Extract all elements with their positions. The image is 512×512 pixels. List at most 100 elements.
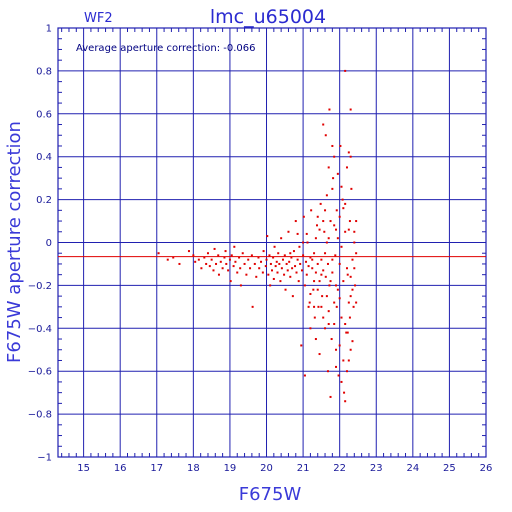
data-point [290,256,293,259]
data-point [260,260,263,263]
x-tick-label: 16 [114,463,127,474]
data-point [166,258,169,261]
data-point [241,252,244,255]
data-point [192,254,195,257]
data-point [335,209,338,212]
data-point [355,301,358,304]
data-point [200,267,203,270]
average-annotation: Average aperture correction: -0.066 [76,43,256,54]
data-point [307,265,310,268]
data-point [344,323,347,326]
data-point [342,207,345,210]
data-point [281,258,284,261]
data-point [229,280,232,283]
data-point [324,252,327,255]
data-point [328,108,331,111]
data-point [296,232,299,235]
data-point [341,198,344,201]
data-point [277,252,280,255]
data-point [317,305,320,308]
data-point [338,297,341,300]
data-point [280,237,283,240]
data-point [247,258,250,261]
y-tick-label: −1 [37,453,52,464]
data-point [223,256,226,259]
data-point [228,258,231,261]
data-point [283,254,286,257]
data-point [288,260,291,263]
data-point [336,172,339,175]
data-point [320,273,323,276]
data-point [345,370,348,373]
data-point [330,338,333,341]
data-point [325,194,328,197]
data-point [251,305,254,308]
data-point [258,267,261,270]
data-point [245,273,248,276]
data-point [294,220,297,223]
data-point [327,166,330,169]
data-point [340,245,343,248]
data-point [291,295,294,298]
data-point [305,260,308,263]
data-point [322,220,325,223]
data-point [323,230,326,233]
data-point [262,250,265,253]
data-point [236,271,239,274]
data-point [322,316,325,319]
data-point [257,256,260,259]
data-point [325,241,328,244]
data-point [324,209,327,212]
data-point [320,305,323,308]
data-point [329,395,332,398]
data-point [345,267,348,270]
data-point [238,256,241,259]
data-point [313,316,316,319]
data-point [265,258,268,261]
data-point [347,151,350,154]
y-tick-label: 0.6 [36,109,52,120]
data-point [268,254,271,257]
data-point [280,267,283,270]
data-point [269,262,272,265]
x-tick-label: 15 [77,463,90,474]
data-point [309,327,312,330]
y-tick-label: −0.8 [28,410,52,421]
data-point [234,260,237,263]
data-point [205,262,208,265]
data-point [307,305,310,308]
data-point [316,262,319,265]
data-point [213,247,216,250]
y-tick-label: −0.2 [28,281,52,292]
data-point [324,134,327,137]
data-point [289,275,292,278]
data-point [266,235,269,238]
x-axis-label: F675W [239,484,302,505]
data-point [343,391,346,394]
data-point [321,295,324,298]
data-point [314,237,317,240]
data-point [208,265,211,268]
data-point [313,252,316,255]
data-point [225,262,228,265]
data-point [316,288,319,291]
data-point [295,271,298,274]
data-point [194,260,197,263]
data-point [335,365,338,368]
data-point [347,301,350,304]
data-point [309,256,312,259]
data-point [296,258,299,261]
data-point [305,273,308,276]
x-tick-label: 24 [406,463,419,474]
data-point [210,258,213,261]
data-point [302,241,305,244]
data-point [221,267,224,270]
data-point [219,260,222,263]
data-point [271,269,273,272]
data-point [351,340,354,343]
data-point [327,310,330,313]
data-point [349,155,352,158]
data-point [349,295,352,298]
data-point [320,258,323,261]
y-tick-label: 0.2 [36,195,52,206]
